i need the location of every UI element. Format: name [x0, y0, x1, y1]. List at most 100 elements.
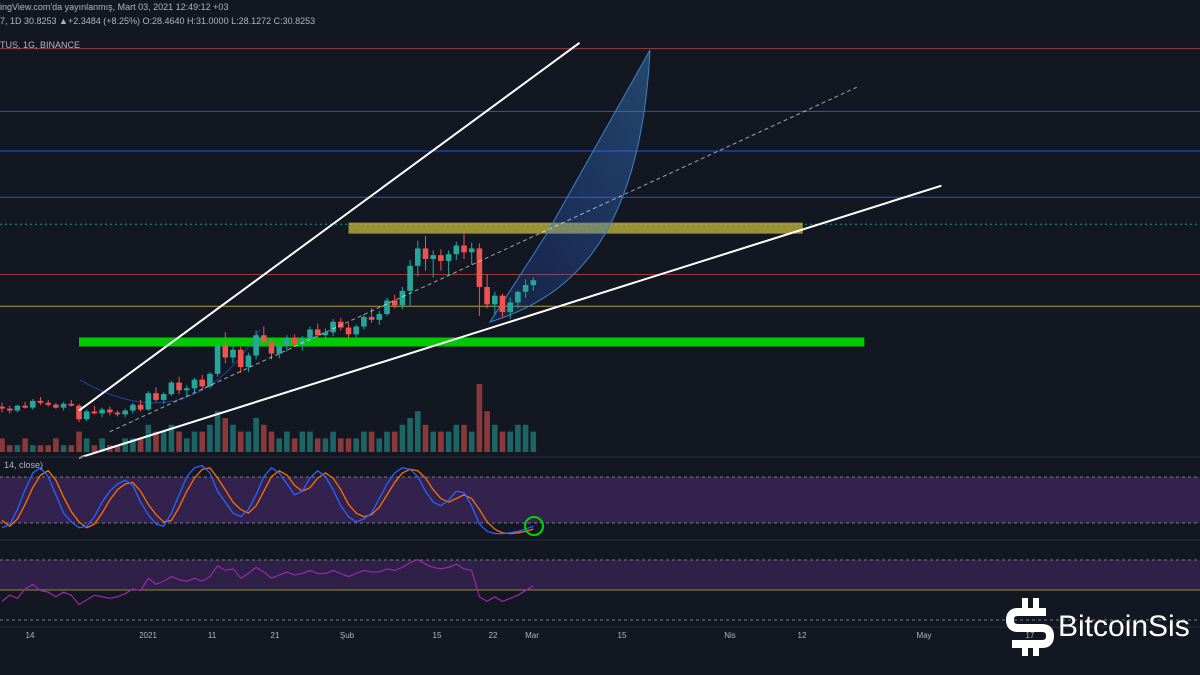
volume-bar [345, 438, 352, 452]
volume-bar [492, 424, 498, 452]
candle-body [299, 339, 306, 344]
candle-body [522, 285, 529, 292]
volume-bar [361, 431, 367, 452]
brand-name: BitcoinSis [1058, 610, 1190, 643]
candle-body [461, 245, 467, 253]
volume-bar [45, 445, 51, 452]
volume-bar [415, 411, 421, 452]
rsi-pane [0, 539, 1200, 621]
volume-bar [191, 431, 198, 452]
volume-bar [330, 431, 336, 452]
candle-body [91, 411, 98, 414]
volume-bar [83, 438, 90, 452]
support-zone [79, 337, 865, 347]
candle-body [22, 405, 28, 408]
volume-bar [391, 431, 398, 452]
candle-body [484, 287, 490, 305]
candle-body [6, 408, 13, 411]
candle-body [407, 265, 413, 291]
x-tick-label: Nis [724, 631, 736, 640]
volume-bar [37, 445, 44, 452]
volume-bar [353, 438, 359, 452]
volume-bar [461, 424, 467, 452]
candle-body [137, 404, 144, 410]
candle-body [261, 335, 267, 343]
volume-bar [453, 424, 460, 452]
candle-body [253, 335, 259, 356]
candle-body [222, 345, 229, 358]
volume-bar [230, 424, 236, 452]
volume-bar [168, 424, 175, 452]
volume-bar [445, 431, 452, 452]
candle-body [391, 300, 398, 306]
brand-watermark: BitcoinSis [1006, 598, 1190, 656]
volume-bar [530, 431, 537, 452]
volume-bar [130, 438, 136, 452]
volume-bar [291, 438, 298, 452]
x-tick-label: 15 [432, 631, 442, 640]
candle-body [68, 403, 75, 406]
ohlc-readout: 7, 1D 30.8253 ▲+2.3484 (+8.25%) O:28.464… [0, 16, 316, 26]
volume-bar [476, 384, 483, 452]
candle-body [330, 321, 336, 333]
volume-bar [376, 438, 383, 452]
x-tick-label: 14 [25, 631, 35, 640]
volume-bar [214, 411, 221, 452]
candle-body [399, 290, 406, 306]
x-tick-label: May [916, 631, 932, 640]
candle-body [284, 338, 290, 346]
candle-body [291, 338, 298, 344]
candle-body [237, 349, 244, 368]
volume-bar [68, 445, 75, 452]
x-tick-label: 21 [270, 631, 280, 640]
volume-bar [299, 431, 306, 452]
x-tick-label: 12 [797, 631, 807, 640]
candle-body [107, 409, 113, 413]
volume-bar [99, 438, 105, 452]
stoch-d-line [1, 467, 534, 535]
candle-body [345, 327, 352, 335]
candle-body [368, 316, 375, 320]
candle-body [145, 393, 152, 410]
volume-bar [207, 424, 213, 452]
candle-body [37, 400, 44, 403]
volume-bar [14, 445, 21, 452]
candle-body [476, 248, 483, 288]
candle-body [122, 410, 128, 415]
candle-body [507, 302, 513, 313]
candle-body [438, 255, 444, 261]
volume-bar [307, 431, 313, 452]
volume-bar [184, 438, 190, 452]
candle-body [207, 373, 213, 387]
volume-bar [384, 431, 390, 452]
stoch-rsi-pane [0, 456, 1200, 536]
stoch-k-line [1, 464, 534, 535]
volume-bar [515, 424, 521, 452]
candle-body [176, 382, 182, 391]
rsi-line [1, 558, 534, 606]
candle-body [376, 314, 383, 320]
rsi-band [0, 560, 1200, 590]
volume-bar [176, 431, 182, 452]
volume-bar [399, 424, 406, 452]
candle-body [430, 255, 436, 260]
projection-arc [488, 49, 651, 323]
volume-bar [407, 418, 413, 452]
candle-body [422, 248, 429, 260]
candle-body [492, 295, 498, 305]
candle-body [453, 245, 460, 255]
volume-bar [60, 445, 67, 452]
candle-body [191, 379, 198, 389]
candle-body [160, 394, 167, 400]
volume-bar [468, 431, 475, 452]
volume-bar [422, 424, 429, 452]
volume-bar [30, 445, 36, 452]
candle-body [353, 326, 359, 335]
candle-body [415, 248, 421, 266]
volume-bar [314, 438, 321, 452]
volume-bar [253, 418, 259, 452]
x-tick-label: Mar [525, 631, 539, 640]
volume-bar [338, 438, 344, 452]
candle-body [184, 388, 190, 391]
